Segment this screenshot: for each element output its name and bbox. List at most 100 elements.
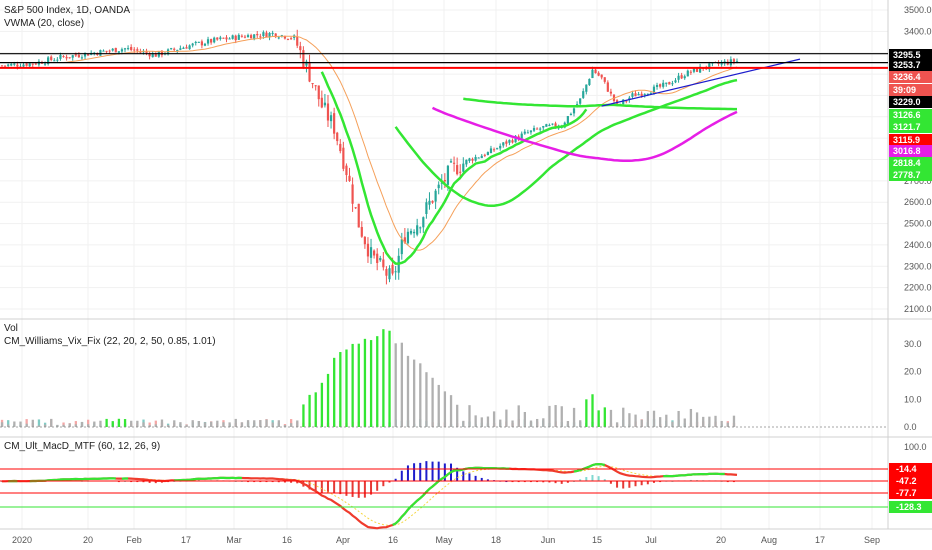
wvf-bar bbox=[283, 425, 287, 427]
candle-body bbox=[388, 268, 391, 280]
price-pane[interactable] bbox=[0, 29, 888, 285]
candle-body bbox=[385, 269, 388, 276]
candle-body bbox=[83, 53, 87, 57]
candle-body bbox=[717, 62, 720, 65]
wvf-bar bbox=[302, 404, 305, 427]
wvf-bar bbox=[363, 338, 367, 427]
macd-hist-bar bbox=[148, 481, 151, 483]
candle-body bbox=[465, 159, 468, 165]
candle-body bbox=[640, 93, 643, 96]
horizontal-levels[interactable] bbox=[0, 53, 888, 69]
candle-body bbox=[43, 63, 47, 65]
macd-hist-bar bbox=[462, 471, 465, 482]
candle-body bbox=[323, 102, 327, 106]
candle-body bbox=[357, 203, 360, 228]
candle-body bbox=[655, 85, 659, 87]
candle-body bbox=[250, 35, 253, 39]
candle-body bbox=[203, 43, 207, 46]
vwma-label: VWMA (20, close) bbox=[4, 18, 84, 29]
price-tag bbox=[889, 109, 932, 121]
candle-body bbox=[486, 152, 489, 155]
time-tick-label: 20 bbox=[83, 535, 93, 545]
wvf-bar bbox=[560, 406, 563, 427]
macd-hist-bar bbox=[388, 481, 391, 483]
candle-body bbox=[683, 76, 686, 79]
wvf-bar bbox=[732, 415, 736, 427]
candle-body bbox=[0, 65, 4, 67]
candle-body bbox=[588, 78, 591, 85]
wvf-bar bbox=[376, 336, 379, 427]
candle-body bbox=[409, 230, 413, 234]
candle-body bbox=[154, 53, 157, 57]
price-tag-text: 3295.5 bbox=[893, 50, 921, 60]
volume-pane[interactable] bbox=[0, 329, 888, 428]
macd-level-tag bbox=[889, 463, 932, 475]
candle-body bbox=[262, 32, 265, 37]
candle-body bbox=[222, 37, 225, 39]
candle-body bbox=[606, 82, 609, 92]
macd-hist-bar bbox=[659, 481, 662, 483]
candle-body bbox=[689, 71, 692, 73]
candle-body bbox=[31, 63, 34, 65]
candle-body bbox=[440, 182, 443, 184]
wvf-bar bbox=[492, 411, 496, 427]
macd-hist-bar bbox=[505, 481, 508, 483]
candle-body bbox=[732, 59, 736, 62]
wvf-bar bbox=[259, 420, 262, 427]
candle-body bbox=[130, 47, 133, 50]
macd-hist-bar bbox=[425, 461, 428, 482]
wvf-bar bbox=[351, 343, 354, 427]
candle-body bbox=[477, 157, 480, 159]
candle-body bbox=[603, 77, 606, 82]
wvf-bar bbox=[665, 414, 668, 427]
macd-level-text: -77.7 bbox=[896, 488, 917, 498]
wvf-bar bbox=[634, 414, 637, 427]
wvf-bar bbox=[253, 420, 256, 427]
price-tag bbox=[889, 59, 932, 71]
macd-tick-label: 100.0 bbox=[904, 442, 927, 452]
wvf-bar bbox=[80, 421, 84, 427]
macd-hist-bar bbox=[357, 481, 360, 498]
candle-body bbox=[735, 61, 739, 63]
time-tick-label: 16 bbox=[388, 535, 398, 545]
price-tag-text: 3236.4 bbox=[893, 72, 921, 82]
macd-hist-bar bbox=[529, 481, 532, 483]
candle-body bbox=[585, 84, 588, 92]
candle-body bbox=[296, 37, 299, 46]
wvf-bar bbox=[615, 422, 619, 427]
green-ma-short bbox=[320, 71, 588, 265]
wvf-bar bbox=[517, 405, 520, 427]
price-tag bbox=[889, 71, 932, 83]
wvf-bar bbox=[406, 355, 410, 427]
candle-body bbox=[234, 35, 237, 41]
volume-bar bbox=[7, 420, 10, 427]
macd-hist-bar bbox=[234, 481, 237, 482]
candle-body bbox=[566, 116, 569, 124]
candle-body bbox=[151, 53, 154, 58]
candle-body bbox=[502, 142, 505, 146]
wvf-bar bbox=[388, 330, 391, 427]
candle-body bbox=[622, 99, 625, 104]
time-tick-label: 18 bbox=[491, 535, 501, 545]
time-tick-label: 16 bbox=[282, 535, 292, 545]
candle-body bbox=[671, 83, 674, 85]
wvf-bar bbox=[56, 424, 59, 427]
wvf-bar bbox=[671, 421, 674, 427]
wvf-bar bbox=[68, 423, 71, 427]
candle-body bbox=[536, 128, 539, 130]
volume-bar bbox=[154, 420, 157, 427]
candle-body bbox=[136, 49, 139, 51]
price-tag-text: 2818.4 bbox=[893, 158, 921, 168]
candle-body bbox=[597, 72, 600, 76]
candle-body bbox=[206, 39, 210, 44]
macd-pane[interactable] bbox=[0, 461, 888, 530]
wvf-bar bbox=[628, 413, 631, 427]
macd-hist-bar bbox=[609, 481, 612, 484]
candle-body bbox=[133, 49, 136, 51]
macd-hist-bar bbox=[326, 481, 329, 494]
candle-body bbox=[625, 100, 628, 102]
wvf-bar bbox=[720, 420, 723, 427]
candle-body bbox=[10, 63, 13, 66]
